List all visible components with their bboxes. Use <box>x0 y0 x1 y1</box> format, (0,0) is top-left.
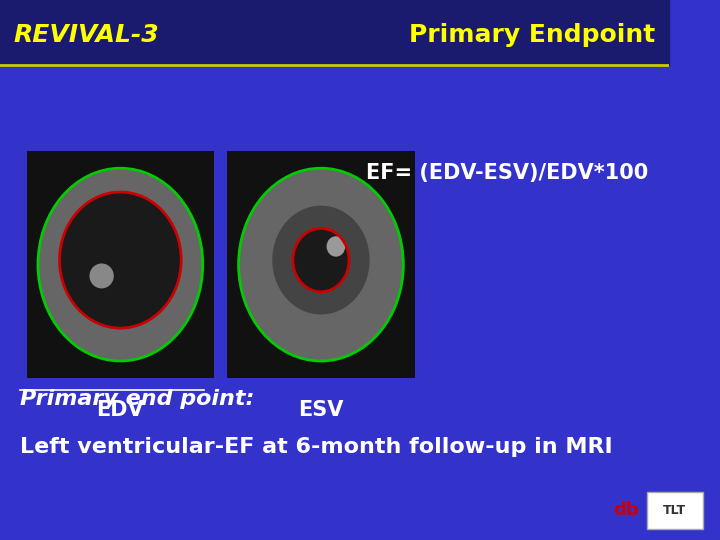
Text: Left ventricular-EF at 6-month follow-up in MRI: Left ventricular-EF at 6-month follow-up… <box>20 437 613 457</box>
Text: ESV: ESV <box>298 400 343 420</box>
FancyBboxPatch shape <box>647 492 703 529</box>
Ellipse shape <box>238 168 403 361</box>
Ellipse shape <box>272 206 369 314</box>
Text: REVIVAL-3: REVIVAL-3 <box>14 23 159 47</box>
Ellipse shape <box>60 192 181 328</box>
Ellipse shape <box>89 264 114 288</box>
Text: EDV: EDV <box>96 400 144 420</box>
Bar <box>228 151 415 378</box>
Text: EF= (EDV-ESV)/EDV*100: EF= (EDV-ESV)/EDV*100 <box>366 163 649 183</box>
Ellipse shape <box>293 228 349 292</box>
Text: TLT: TLT <box>663 504 686 517</box>
Bar <box>27 151 214 378</box>
Ellipse shape <box>327 237 346 256</box>
Bar <box>0 0 669 65</box>
Text: Primary Endpoint: Primary Endpoint <box>409 23 655 47</box>
Text: db: db <box>613 501 639 519</box>
Text: Primary end point:: Primary end point: <box>20 389 254 409</box>
Ellipse shape <box>38 168 203 361</box>
